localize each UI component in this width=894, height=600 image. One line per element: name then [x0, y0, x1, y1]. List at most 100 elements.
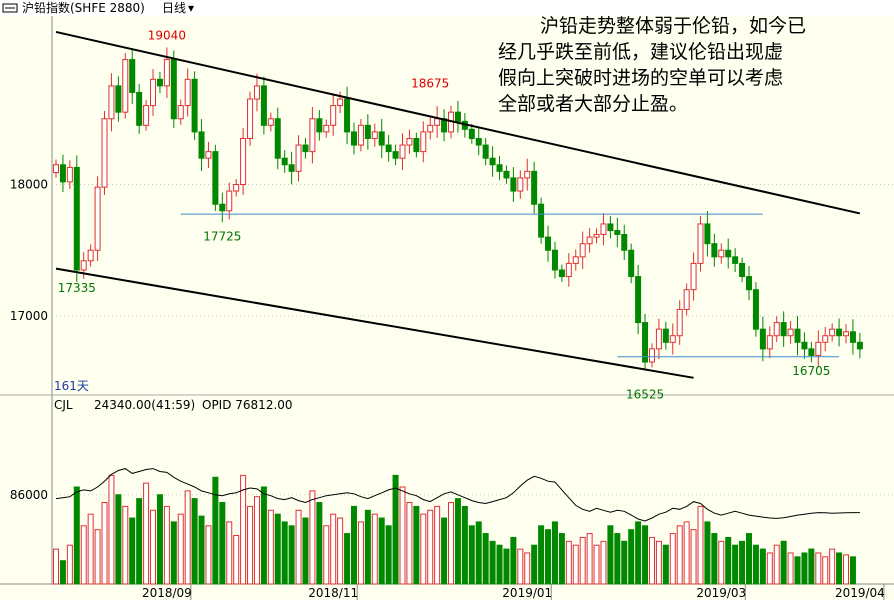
candle-body: [600, 223, 607, 235]
volume-bar: [635, 521, 642, 585]
candle-body: [475, 137, 482, 146]
volume-bar: [170, 521, 177, 585]
candle-body: [392, 151, 399, 159]
volume-bar: [253, 496, 260, 585]
volume-bar: [732, 544, 739, 585]
chevron-down-icon[interactable]: ▾: [188, 1, 194, 15]
volume-indicator-name[interactable]: CJL: [54, 398, 73, 412]
price-label-16705: 16705: [792, 364, 830, 378]
candle-body: [87, 249, 94, 262]
candle-body: [538, 203, 545, 238]
candle-body: [628, 249, 635, 278]
candle-body: [489, 157, 496, 166]
candle-body: [129, 59, 136, 93]
period-label[interactable]: 日线: [162, 1, 186, 15]
volume-bar: [399, 486, 406, 585]
volume-bar: [531, 544, 538, 585]
volume-bar: [129, 517, 136, 585]
annotation-line-2: 经几乎跌至前低，建议伦铅出现虚: [498, 41, 783, 63]
candle-body: [836, 328, 843, 337]
window-icon[interactable]: [2, 3, 18, 13]
candle-body: [558, 269, 565, 278]
volume-bar: [260, 486, 267, 585]
candle-body: [655, 328, 662, 350]
candle-body: [683, 289, 690, 310]
volume-bar: [752, 544, 759, 585]
volume-bar: [219, 502, 226, 585]
volume-bar: [697, 505, 704, 585]
volume-bar: [163, 505, 170, 585]
candle-body: [662, 328, 669, 343]
volume-bar: [759, 548, 766, 585]
volume-bar: [108, 474, 115, 585]
candlesticks: [53, 47, 863, 371]
candle-body: [815, 341, 822, 356]
opid-line: [55, 468, 860, 522]
candle-body: [635, 276, 642, 324]
x-tick-label: 2018/09: [142, 586, 192, 600]
candle-body: [226, 190, 233, 212]
candle-body: [829, 328, 836, 337]
candle-body: [787, 328, 794, 337]
candle-body: [267, 118, 274, 126]
volume-bar: [628, 529, 635, 585]
volume-bar: [295, 509, 302, 585]
candle-body: [59, 164, 66, 183]
volume-bar: [233, 535, 240, 585]
days-label: 161天: [54, 379, 89, 393]
candle-body: [330, 105, 337, 126]
candle-body: [565, 262, 572, 278]
candle-body: [233, 184, 240, 192]
candle-body: [122, 59, 129, 113]
candle-body: [406, 137, 413, 146]
volume-bar: [766, 552, 773, 585]
price-label-16525: 16525: [626, 387, 664, 401]
candle-body: [849, 331, 856, 343]
candle-body: [690, 262, 697, 291]
candle-body: [593, 233, 600, 238]
volume-bar: [690, 529, 697, 585]
volume-bar: [475, 521, 482, 585]
volume-bar: [593, 544, 600, 585]
candle-body: [545, 236, 552, 251]
volume-bar: [316, 502, 323, 585]
volume-bar: [205, 525, 212, 585]
candle-body: [212, 151, 219, 205]
candle-body: [579, 243, 586, 258]
candle-body: [780, 322, 787, 337]
volume-bar: [191, 498, 198, 585]
volume-bar: [357, 521, 364, 585]
candle-body: [468, 128, 475, 139]
price-label-19040: 19040: [148, 29, 186, 43]
volume-bar: [621, 540, 628, 585]
candle-body: [725, 249, 732, 258]
volume-grid: 86000: [10, 488, 894, 502]
volume-bar: [406, 502, 413, 585]
volume-bar: [371, 513, 378, 585]
volume-bar: [184, 490, 191, 585]
volume-bar: [267, 509, 274, 585]
candle-body: [752, 289, 759, 330]
volume-bar: [746, 533, 752, 585]
volume-bar: [565, 540, 572, 585]
volume-bar: [572, 544, 579, 585]
candle-body: [766, 335, 773, 350]
volume-bar: [614, 533, 621, 585]
candle-body: [378, 131, 385, 146]
y-tick-18000: 18000: [10, 178, 48, 192]
candle-body: [676, 308, 683, 337]
volume-bar: [538, 525, 545, 585]
volume-bar: [66, 544, 73, 585]
candle-body: [413, 137, 420, 153]
candle-body: [247, 98, 254, 139]
candle-body: [344, 98, 351, 133]
x-tick-label: 2018/11: [308, 586, 358, 600]
candle-body: [143, 105, 150, 126]
volume-bar: [350, 505, 357, 585]
candle-body: [295, 144, 302, 172]
candle-body: [586, 236, 593, 245]
volume-bar: [240, 474, 247, 585]
volume-bar: [323, 525, 330, 585]
volume-bar: [392, 474, 399, 585]
